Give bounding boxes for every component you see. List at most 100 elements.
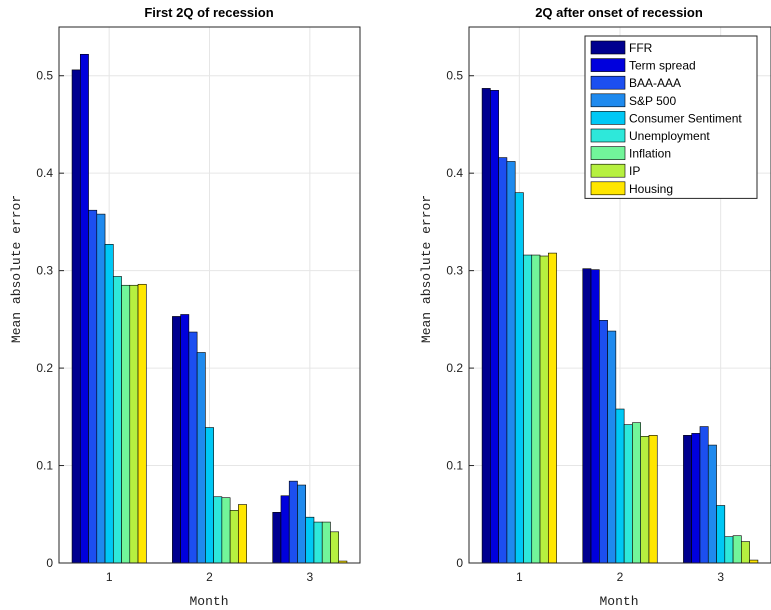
bar [213,496,223,564]
bar [506,161,516,564]
x-tick-label: 1 [106,570,113,584]
y-tick-label: 0.3 [36,264,53,278]
bar [321,521,331,564]
legend-entry: Unemployment [629,129,710,143]
y-tick-label: 0.2 [36,361,53,375]
legend-entry: BAA-AAA [629,76,681,90]
legend-entry: FFR [629,41,653,55]
bar [280,495,290,564]
y-tick-label: 0.3 [446,264,463,278]
bar [71,69,81,564]
bar [238,504,247,564]
bar [707,444,717,564]
legend-swatch [590,128,626,143]
legend-swatch [590,146,626,160]
legend-swatch [590,58,626,72]
y-axis-label-left: Mean absolute error [9,195,24,343]
bar [305,516,315,564]
chart-title-left: First 2Q of recession [144,5,273,20]
legend-entry: Consumer Sentiment [629,111,742,125]
bar [79,53,89,564]
x-tick-label: 3 [717,570,724,584]
bar [648,435,658,564]
bar [272,512,282,564]
x-tick-label: 1 [516,570,523,584]
bar [632,422,641,564]
bar [129,284,139,564]
bar [498,157,508,564]
bar [623,424,633,564]
bar [599,320,608,564]
legend-entry: Housing [629,182,673,196]
bar [523,254,533,564]
bar [121,284,131,564]
bar [104,244,114,564]
x-tick-label: 3 [306,570,313,584]
x-axis-label-right: Month [599,594,638,609]
axes-box [58,26,361,564]
bar [514,192,524,564]
bar [229,510,239,564]
chart-panel-right: 2Q after onset of recession Mean absolut… [419,5,771,609]
bar [607,330,617,564]
bar [724,536,734,564]
y-tick-label: 0 [456,556,463,570]
bar [297,484,307,564]
bar [205,427,214,564]
legend-swatch [590,40,626,55]
legend-swatch [590,163,626,178]
bar [188,331,198,564]
bar [582,268,592,564]
bar [741,541,750,564]
y-tick-label: 0.5 [446,69,463,83]
legend-swatch [590,181,626,196]
chart-title-right: 2Q after onset of recession [535,5,703,20]
bar [172,316,181,564]
bar [221,497,231,564]
bar [330,531,340,564]
x-tick-label: 2 [206,570,213,584]
bar [96,213,106,564]
bar [590,269,600,564]
legend-swatch [590,75,626,90]
bar [531,254,541,564]
bar [196,352,206,564]
bar [691,433,701,564]
legend-entry: Inflation [629,147,671,161]
legend-entry: Term spread [629,59,696,73]
bar [481,88,491,564]
bar [683,435,692,564]
bar [112,276,122,564]
bar [490,90,499,564]
y-tick-label: 0.5 [36,69,53,83]
legend: FFR Term spread BAA-AAA S&P 500 Consumer Sen… [584,35,758,199]
y-axis-label-right: Mean absolute error [419,195,434,343]
bar [548,252,557,564]
bar [732,535,742,564]
bar [88,209,98,564]
bar [137,283,147,564]
bar [640,436,650,564]
y-tick-label: 0.1 [36,459,53,473]
legend-swatch [590,93,626,108]
legend-entry: S&P 500 [629,94,676,108]
y-tick-label: 0.1 [446,459,463,473]
bar [313,521,323,564]
bar [699,426,709,564]
y-tick-label: 0.4 [446,166,463,180]
legend-entry: IP [629,164,640,178]
y-tick-label: 0.2 [446,361,463,375]
y-tick-label: 0 [46,556,53,570]
chart-panel-left: First 2Q of recession Mean absolute erro… [9,5,361,609]
bar [288,480,298,564]
x-tick-label: 2 [617,570,624,584]
bar [716,505,726,564]
axes-box [468,26,771,564]
y-tick-label: 0.4 [36,166,53,180]
bar [615,408,625,564]
bar [539,255,549,564]
legend-swatch [590,111,626,125]
bar [180,314,190,564]
x-axis-label-left: Month [189,594,228,609]
